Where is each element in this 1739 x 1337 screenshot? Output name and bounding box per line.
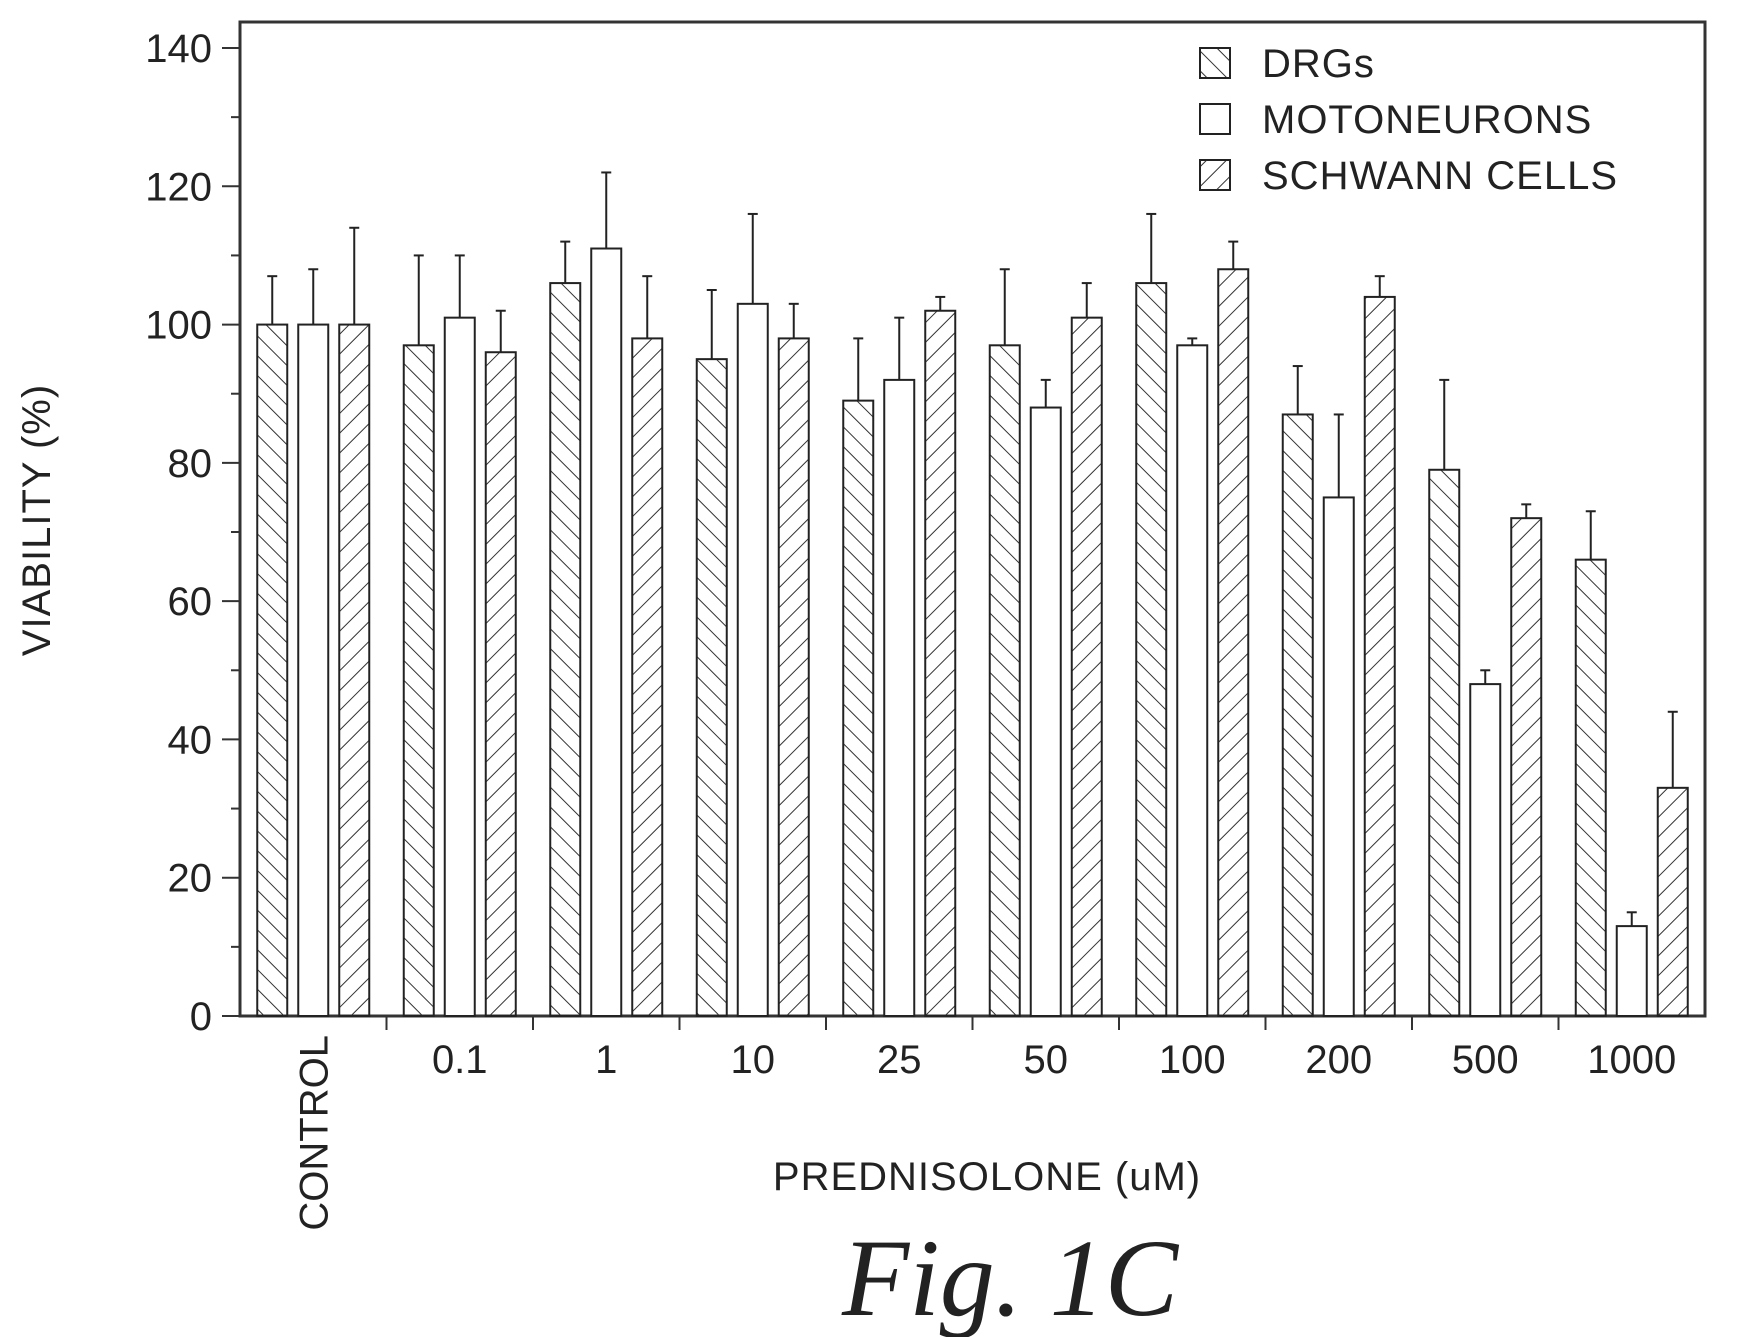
bar-motoneurons-7 xyxy=(1322,496,1355,1017)
bar-schwann-cells-6 xyxy=(1217,268,1250,1017)
x-tick-label: 100 xyxy=(1159,1038,1226,1082)
y-tick-label: 140 xyxy=(145,27,212,71)
bar-drgs-7 xyxy=(1281,413,1314,1017)
legend-label: SCHWANN CELLS xyxy=(1262,154,1618,198)
bar-drgs-5 xyxy=(988,344,1021,1018)
bars xyxy=(256,247,1689,1018)
x-tick-label: CONTROL xyxy=(292,1035,336,1231)
y-axis-title: VIABILITY (%) xyxy=(15,384,59,656)
y-tick-label: 20 xyxy=(168,857,213,901)
bar-motoneurons-6 xyxy=(1176,344,1209,1018)
x-tick-label: 50 xyxy=(1024,1038,1069,1082)
x-tick-label: 200 xyxy=(1305,1038,1372,1082)
bar-motoneurons-9 xyxy=(1615,925,1648,1017)
bar-drgs-6 xyxy=(1135,282,1168,1018)
y-axis: 0 20 40 60 80 100 120 140 xyxy=(145,27,240,1039)
y-tick-label: 120 xyxy=(145,165,212,209)
bar-motoneurons-5 xyxy=(1029,406,1062,1017)
bar-motoneurons-3 xyxy=(736,302,769,1018)
bar-schwann-cells-9 xyxy=(1656,786,1689,1017)
y-tick-label: 0 xyxy=(190,995,212,1039)
x-tick-label: 25 xyxy=(877,1038,922,1082)
x-tick-label: 500 xyxy=(1452,1038,1519,1082)
bar-motoneurons-0 xyxy=(297,323,330,1018)
bar-drgs-4 xyxy=(842,399,875,1017)
y-tick-label: 80 xyxy=(168,442,213,486)
x-tick-label: 10 xyxy=(731,1038,776,1082)
bar-schwann-cells-5 xyxy=(1070,316,1103,1017)
bar-drgs-9 xyxy=(1574,558,1607,1018)
bar-schwann-cells-2 xyxy=(631,337,664,1017)
bar-drgs-3 xyxy=(695,358,728,1017)
x-axis-title: PREDNISOLONE (uM) xyxy=(773,1155,1201,1199)
legend-label: MOTONEURONS xyxy=(1262,98,1592,142)
bar-motoneurons-8 xyxy=(1469,683,1502,1017)
bar-schwann-cells-8 xyxy=(1510,517,1543,1018)
legend-label: DRGs xyxy=(1262,42,1375,86)
legend: DRGs MOTONEURONS SCHWANN CELLS xyxy=(1199,42,1618,198)
bar-drgs-8 xyxy=(1428,468,1461,1017)
bar-drgs-0 xyxy=(256,323,289,1018)
legend-swatch-motoneurons xyxy=(1199,103,1231,135)
y-tick-label: 40 xyxy=(168,718,213,762)
figure-caption: Fig. 1C xyxy=(841,1217,1180,1337)
bar-drgs-1 xyxy=(402,344,435,1018)
bar-schwann-cells-1 xyxy=(484,351,517,1017)
bar-schwann-cells-7 xyxy=(1363,295,1396,1017)
bar-motoneurons-2 xyxy=(590,247,623,1017)
bar-drgs-2 xyxy=(549,282,582,1018)
y-tick-label: 60 xyxy=(168,580,213,624)
bar-motoneurons-4 xyxy=(883,378,916,1017)
y-tick-label: 100 xyxy=(145,304,212,348)
bar-schwann-cells-0 xyxy=(338,323,371,1018)
error-bars xyxy=(267,171,1678,927)
x-tick-label: 1 xyxy=(595,1038,617,1082)
x-axis: CONTROL 0.1 1 10 25 50 100 200 500 1000 xyxy=(292,1016,1676,1231)
bar-motoneurons-1 xyxy=(443,316,476,1017)
x-tick-label: 0.1 xyxy=(432,1038,488,1082)
legend-swatch-schwann-cells xyxy=(1199,159,1231,191)
bar-schwann-cells-3 xyxy=(777,337,810,1017)
legend-swatch-drgs xyxy=(1199,47,1231,79)
bar-schwann-cells-4 xyxy=(924,309,957,1017)
x-tick-label: 1000 xyxy=(1587,1038,1676,1082)
